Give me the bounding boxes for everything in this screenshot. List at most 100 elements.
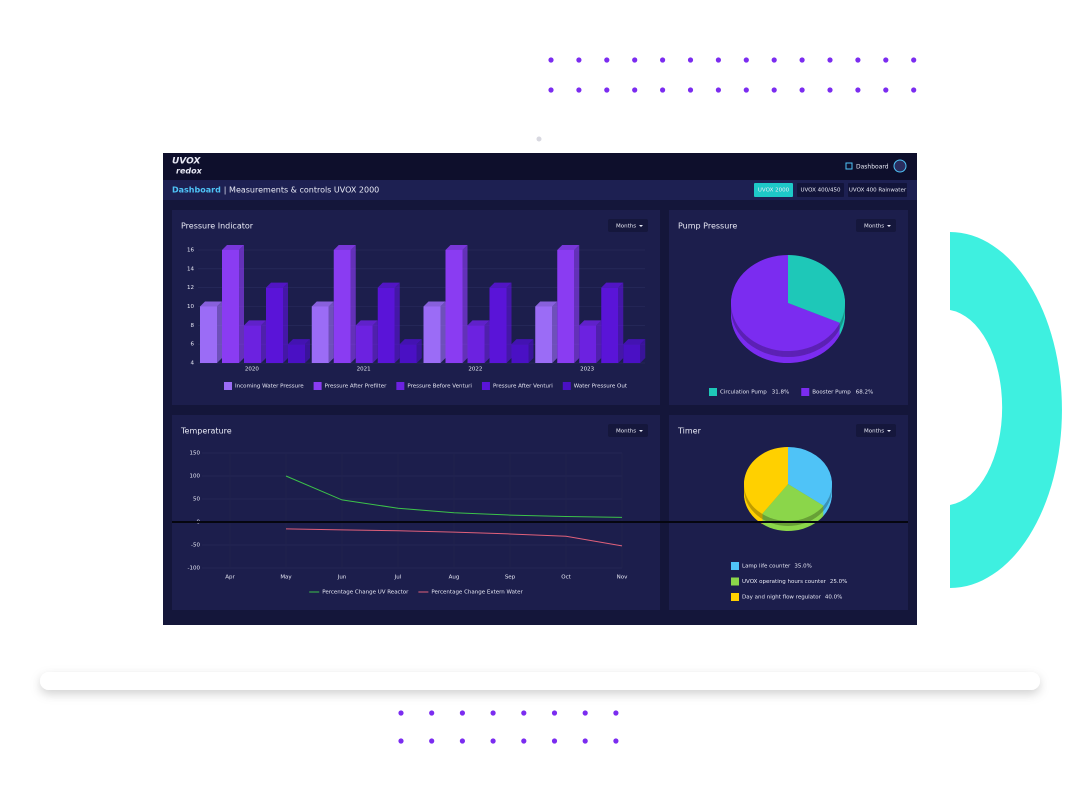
- breadcrumb[interactable]: Dashboard: [172, 186, 221, 195]
- dot: [660, 87, 666, 93]
- legend-swatch: [562, 382, 571, 390]
- y-tick-label: -50: [191, 543, 200, 549]
- pie-slice: [744, 447, 788, 514]
- dot: [429, 738, 435, 744]
- logo-top: UVOX: [172, 157, 201, 167]
- x-tick-label: May: [280, 575, 292, 581]
- bar: [535, 306, 553, 363]
- dropdown-caret: [639, 225, 643, 227]
- dot: [582, 738, 588, 744]
- panel-title: Timer: [677, 427, 702, 436]
- dropdown-label: Months: [616, 224, 636, 230]
- bar: [355, 325, 373, 363]
- tab[interactable]: [848, 183, 907, 197]
- x-tick-label: Sep: [505, 575, 516, 581]
- tab-label[interactable]: UVOX 400/450: [800, 188, 841, 194]
- legend-label: Pressure After Prefilter: [325, 384, 387, 390]
- dot: [613, 710, 619, 716]
- panel: [172, 210, 660, 405]
- tab-label[interactable]: UVOX 2000: [758, 188, 790, 194]
- bar-side: [394, 282, 400, 363]
- bar: [445, 250, 463, 363]
- sub-bar: [163, 180, 917, 200]
- y-tick-label: 100: [190, 474, 201, 480]
- legend-swatch: [396, 382, 405, 390]
- tab[interactable]: [754, 183, 793, 197]
- bar-top: [579, 320, 602, 326]
- dot: [632, 87, 638, 93]
- bar-top: [311, 301, 334, 307]
- y-tick-label: 12: [187, 285, 194, 291]
- dot: [855, 57, 861, 63]
- bar-side: [506, 282, 512, 363]
- bar-top: [333, 245, 356, 250]
- bar-top: [399, 339, 422, 345]
- tabs: UVOX 2000 UVOX 400/450 UVOX 400 Rainwater: [754, 183, 907, 197]
- legend-value: 25.0%: [830, 579, 847, 585]
- legend-label: Circulation Pump: [720, 390, 767, 396]
- nav-icon: [845, 162, 853, 170]
- bar: [311, 306, 329, 363]
- bar: [333, 250, 351, 363]
- tab-label[interactable]: UVOX 400 Rainwater: [849, 188, 907, 194]
- bar-top: [288, 339, 310, 345]
- bar: [601, 287, 619, 363]
- dot: [490, 738, 496, 744]
- bar-top: [355, 320, 378, 326]
- dropdown[interactable]: [856, 424, 896, 437]
- dropdown[interactable]: [856, 219, 896, 232]
- bar-side: [462, 245, 468, 363]
- pie-slice: [731, 255, 840, 351]
- dropdown[interactable]: [608, 424, 648, 437]
- dot: [551, 738, 558, 744]
- dot: [883, 57, 889, 63]
- x-tick-label: 2020: [245, 367, 259, 373]
- dot: [632, 57, 638, 63]
- bar: [511, 344, 529, 363]
- panel-title: Pump Pressure: [678, 222, 737, 231]
- legend-swatch: [709, 388, 717, 396]
- bar-side: [640, 339, 646, 363]
- legend-swatch: [731, 593, 739, 601]
- bar-top: [222, 245, 244, 250]
- x-tick-label: 2023: [580, 367, 594, 373]
- y-tick-label: 50: [193, 497, 200, 503]
- legend-swatch: [313, 382, 322, 390]
- dropdown[interactable]: [608, 219, 648, 232]
- dot: [582, 710, 588, 716]
- legend-value: 68.2%: [856, 390, 873, 396]
- pie-slice: [762, 484, 824, 521]
- legend-label: Water Pressure Out: [574, 384, 628, 390]
- x-tick-label: Apr: [225, 575, 235, 581]
- avatar[interactable]: [893, 159, 907, 173]
- dot: [715, 87, 722, 93]
- nav-link[interactable]: Dashboard: [856, 164, 889, 171]
- bar: [623, 344, 641, 363]
- bar: [288, 344, 305, 363]
- dot: [911, 87, 917, 93]
- dot: [459, 738, 465, 744]
- dropdown-caret: [887, 430, 891, 432]
- legend-value: 31.8%: [772, 390, 789, 396]
- bar: [579, 325, 597, 363]
- dot: [551, 710, 558, 716]
- panel: [172, 415, 660, 610]
- y-tick-label: 10: [187, 304, 194, 310]
- y-tick-label: 16: [187, 248, 194, 254]
- x-tick-label: Jul: [394, 575, 402, 581]
- bar-side: [484, 320, 490, 363]
- dropdown-label: Months: [864, 224, 884, 230]
- bar-side: [596, 320, 602, 363]
- legend-swatch: [481, 382, 490, 390]
- bar-side: [217, 301, 222, 363]
- legend-swatch: [731, 577, 739, 586]
- legend-swatch: [801, 388, 810, 396]
- bar-side: [618, 282, 624, 363]
- x-tick-label: Jun: [337, 575, 347, 581]
- legend-label: Lamp life counter: [742, 564, 791, 570]
- dot: [490, 710, 496, 716]
- dot: [459, 710, 465, 716]
- tab[interactable]: [797, 183, 844, 197]
- pie-slice: [788, 446, 832, 506]
